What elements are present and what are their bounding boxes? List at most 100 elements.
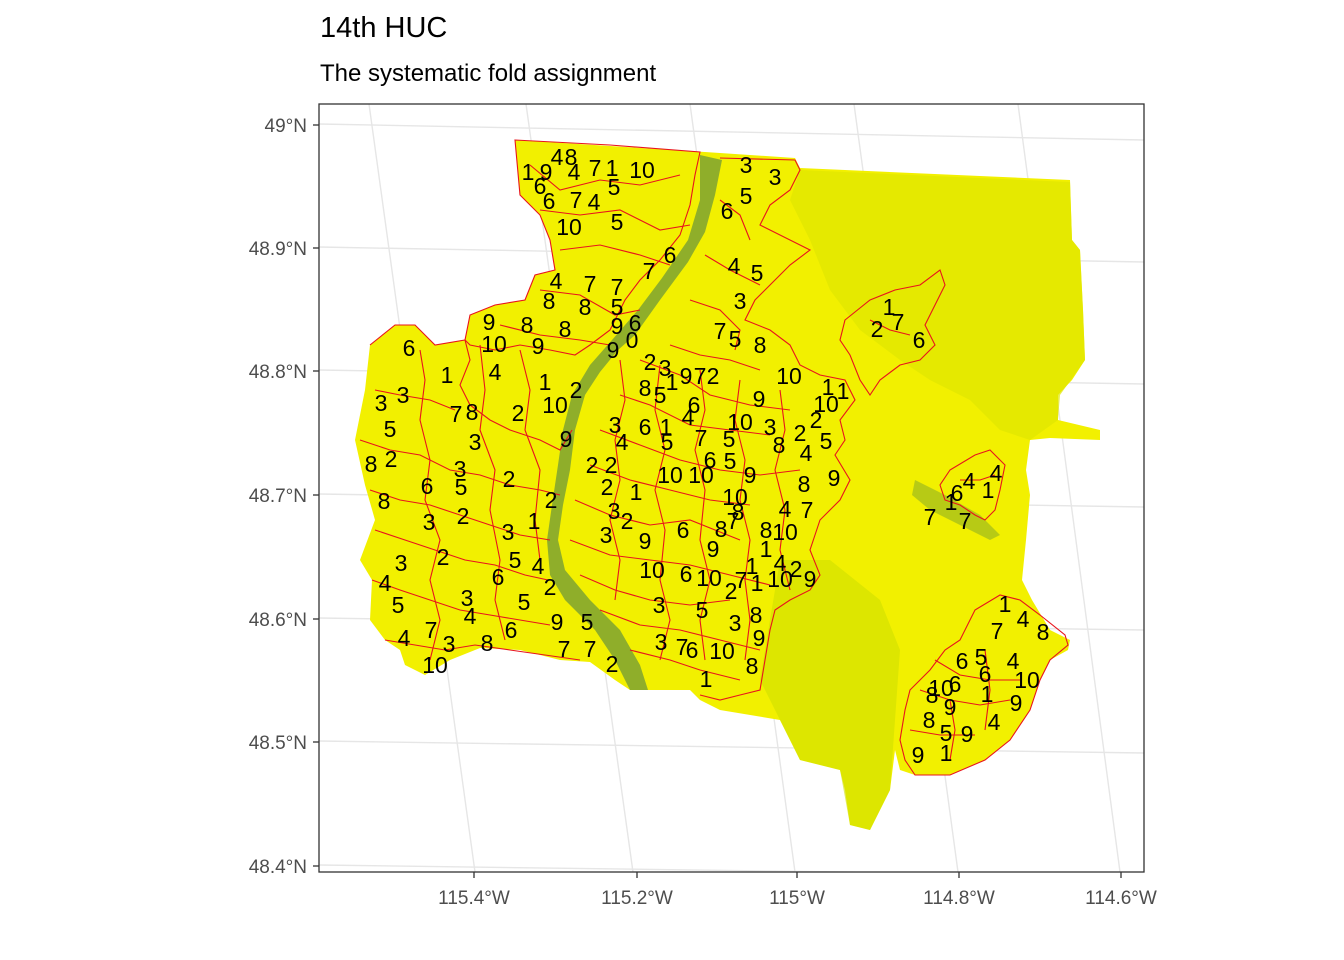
fold-label: 5: [611, 209, 624, 235]
fold-label: 6: [979, 661, 992, 687]
fold-label: 8: [754, 332, 767, 358]
fold-label: 1: [751, 570, 764, 596]
fold-label: 3: [609, 412, 622, 438]
fold-label: 10: [776, 363, 802, 389]
fold-label: 9: [912, 742, 925, 768]
fold-label: 5: [392, 592, 405, 618]
fold-label: 9: [532, 333, 545, 359]
x-axis: 115.4°W 115.2°W 115°W 114.8°W 114.6°W: [438, 872, 1157, 909]
fold-label: 4: [988, 709, 1001, 735]
fold-label: 5: [975, 644, 988, 670]
fold-label: 10: [657, 462, 683, 488]
x-tick-label: 114.6°W: [1085, 888, 1157, 909]
fold-label: 4: [682, 404, 695, 430]
fold-label: 1: [746, 553, 759, 579]
fold-label: 7: [589, 155, 602, 181]
fold-label: 4: [728, 253, 741, 279]
fold-label: 9: [753, 386, 766, 412]
fold-label: 3: [608, 498, 621, 524]
fold-label: 9: [707, 536, 720, 562]
fold-label: 4: [963, 468, 976, 494]
fold-label: 5: [384, 416, 397, 442]
fold-label: 8: [543, 288, 556, 314]
fold-label: 6: [492, 564, 505, 590]
fold-label: 2: [707, 363, 720, 389]
x-tick-label: 115.4°W: [438, 888, 510, 909]
fold-label: 5: [729, 326, 742, 352]
fold-label: 4: [532, 553, 545, 579]
fold-label: 2: [385, 446, 398, 472]
fold-label: 1: [660, 414, 673, 440]
fold-label: 1: [700, 666, 713, 692]
fold-label: 3: [740, 152, 753, 178]
fold-label: 6: [680, 561, 693, 587]
fold-label: 9: [560, 426, 573, 452]
fold-label: 1: [441, 362, 454, 388]
fold-label: 8: [773, 432, 786, 458]
fold-label: 7: [892, 309, 905, 335]
fold-label: 10: [696, 565, 722, 591]
fold-label: 5: [509, 547, 522, 573]
fold-label: 1: [981, 681, 994, 707]
fold-label: 10: [813, 391, 839, 417]
fold-label: 8: [521, 312, 534, 338]
fold-label: 10: [629, 157, 655, 183]
watershed-area: [355, 140, 1100, 830]
fold-label: 4: [379, 570, 392, 596]
fold-label: 9: [611, 313, 624, 339]
fold-label: 10: [1014, 667, 1040, 693]
fold-label: 10: [556, 214, 582, 240]
y-tick-label: 48.6°N: [249, 610, 307, 631]
fold-label: 7: [676, 634, 689, 660]
fold-label: 7: [727, 508, 740, 534]
fold-label: 3: [729, 610, 742, 636]
fold-label: 10: [722, 484, 748, 510]
fold-label: 8: [559, 316, 572, 342]
fold-label: 6: [721, 198, 734, 224]
fold-label: 2: [644, 349, 657, 375]
fold-label: 8: [481, 630, 494, 656]
fold-label: 6: [677, 517, 690, 543]
fold-label: 7: [924, 504, 937, 530]
fold-label: 7: [584, 271, 597, 297]
fold-label: 3: [502, 519, 515, 545]
fold-label: 5: [723, 426, 736, 452]
fold-label: 2: [605, 452, 618, 478]
fold-label: 7: [450, 401, 463, 427]
y-tick-label: 48.8°N: [249, 362, 307, 383]
fold-label: 4: [1007, 648, 1020, 674]
fold-label: 7: [643, 258, 656, 284]
fold-label: 4: [550, 268, 563, 294]
fold-label: 2: [621, 508, 634, 534]
fold-label: 6: [629, 310, 642, 336]
fold-label: 6: [534, 173, 547, 199]
fold-label: 3: [461, 585, 474, 611]
fold-label: 4: [1017, 606, 1030, 632]
fold-label: 3: [769, 164, 782, 190]
fold-label: 2: [544, 574, 557, 600]
fold-label: 8: [715, 516, 728, 542]
fold-label: 8: [378, 488, 391, 514]
fold-label: 1: [630, 479, 643, 505]
fold-label: 2: [790, 556, 803, 582]
fold-label: 3: [395, 550, 408, 576]
y-tick-label: 48.4°N: [249, 857, 307, 878]
fold-label: 10: [639, 557, 665, 583]
fold-label: 3: [469, 429, 482, 455]
fold-label: 3: [659, 355, 672, 381]
fold-label: 9: [551, 609, 564, 635]
fold-label: 10: [928, 675, 954, 701]
fold-label: 3: [653, 592, 666, 618]
fold-label: 1: [940, 740, 953, 766]
fold-label: 3: [454, 456, 467, 482]
fold-label: 8: [746, 653, 759, 679]
fold-label: 4: [616, 429, 629, 455]
fold-label: 2: [601, 474, 614, 500]
fold-label: 4: [800, 440, 813, 466]
fold-label: 3: [443, 631, 456, 657]
fold-label: 4: [489, 359, 502, 385]
fold-label: 1: [666, 369, 679, 395]
lower-valley: [760, 560, 900, 830]
fold-label: 7: [584, 636, 597, 662]
fold-label: 8: [639, 375, 652, 401]
